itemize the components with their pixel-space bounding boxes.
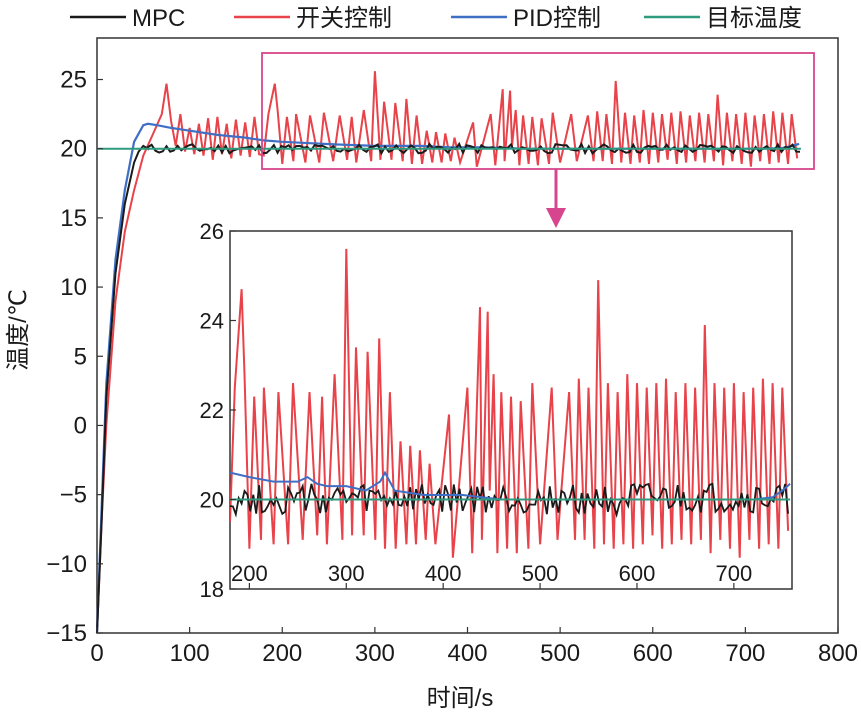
inset-plot-area: [229, 230, 793, 590]
inset-y-tick-label: 22: [200, 398, 224, 423]
inset-mpc-line: [230, 482, 789, 519]
legend-label: 目标温度: [706, 5, 802, 32]
legend: MPC 开关控制 PID控制 目标温度: [70, 5, 802, 32]
x-tick-label: 0: [90, 640, 103, 667]
y-tick-label: 20: [60, 136, 87, 163]
inset-x-tick-label: 700: [716, 561, 753, 586]
y-axis-label: 温度/℃: [5, 289, 32, 371]
x-tick-label: 400: [447, 640, 487, 667]
inset-x-tick-label: 200: [231, 561, 268, 586]
series-onoff-line: [96, 71, 799, 634]
x-tick-label: 600: [633, 640, 673, 667]
y-tick-label: 0: [74, 412, 87, 439]
zoom-region-box: [261, 52, 815, 170]
y-tick-label: 25: [60, 67, 87, 94]
inset-x-tick-label: 500: [522, 561, 559, 586]
series-mpc-line: [96, 141, 801, 634]
x-tick-label: 500: [540, 640, 580, 667]
inset-y-tick-label: 18: [200, 577, 224, 602]
x-tick-label: 700: [725, 640, 765, 667]
main-axis-ticks: 0 100 200 300 400 500 600 700 800 −15 −10 −5 0 5 10 15 2…: [46, 67, 858, 667]
inset-x-tick-label: 600: [619, 561, 656, 586]
y-tick-label: 15: [60, 205, 87, 232]
inset-y-tick-label: 24: [200, 309, 224, 334]
inset-x-tick-label: 400: [425, 561, 462, 586]
x-tick-label: 100: [170, 640, 210, 667]
y-tick-label: 5: [74, 343, 87, 370]
x-tick-label: 200: [262, 640, 302, 667]
zoom-region: [261, 52, 815, 228]
zoom-arrow-head: [546, 208, 566, 228]
x-axis-label: 时间/s: [427, 685, 494, 712]
inset-onoff-line: [230, 248, 790, 558]
y-tick-label: 10: [60, 274, 87, 301]
y-tick-label: −10: [46, 551, 87, 578]
legend-label: MPC: [132, 5, 185, 32]
y-tick-label: −5: [60, 482, 87, 509]
inset-y-tick-label: 26: [200, 219, 224, 244]
legend-label: PID控制: [513, 5, 601, 32]
inset-y-tick-label: 20: [200, 488, 224, 513]
inset-x-tick-label: 300: [328, 561, 365, 586]
inset-axis-ticks: 200 300 400 500 600 700 18 20 22 24 26: [200, 219, 753, 602]
inset-series: [230, 248, 791, 558]
y-tick-label: −15: [46, 620, 87, 647]
x-tick-label: 300: [355, 640, 395, 667]
x-tick-label: 800: [818, 640, 858, 667]
legend-label: 开关控制: [296, 5, 392, 32]
